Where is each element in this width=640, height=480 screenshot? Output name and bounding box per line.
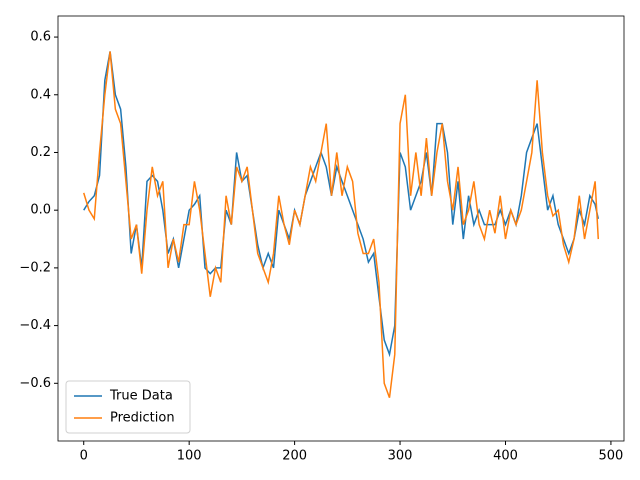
legend-label: True Data: [109, 389, 173, 404]
x-tick-label: 300: [388, 449, 413, 464]
plot-frame: [57, 15, 625, 442]
y-tick-label: −0.4: [19, 318, 51, 333]
x-tick-label: 0: [80, 449, 88, 464]
series-line: [83, 51, 600, 398]
y-tick-label: 0.4: [30, 87, 51, 102]
y-tick-label: 0.2: [30, 145, 51, 160]
legend-box: [65, 380, 191, 434]
y-tick-label: 0.6: [30, 30, 51, 45]
x-tick-label: 100: [177, 449, 202, 464]
x-tick-label: 400: [493, 449, 518, 464]
x-tick-label: 200: [282, 449, 307, 464]
series-line: [83, 51, 600, 358]
y-tick-label: 0.0: [30, 203, 51, 218]
legend-label: Prediction: [110, 411, 175, 426]
y-tick-label: −0.6: [19, 376, 51, 391]
y-tick-label: −0.2: [19, 260, 51, 275]
x-tick-label: 500: [599, 449, 624, 464]
